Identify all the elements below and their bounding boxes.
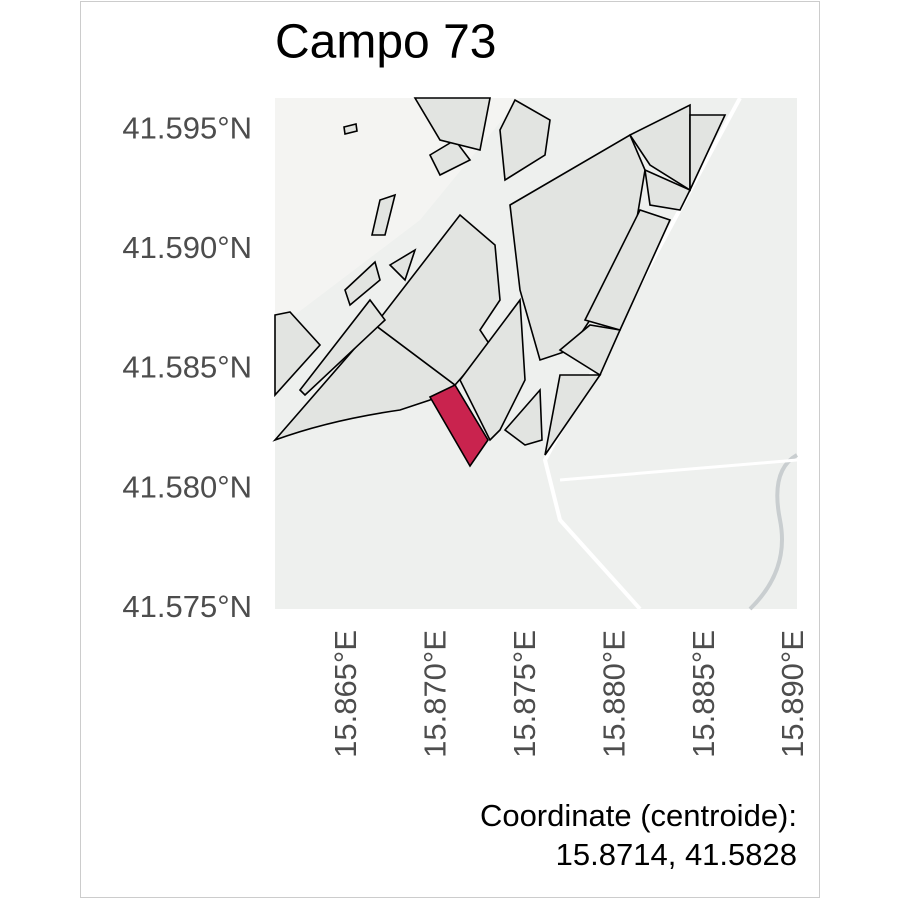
caption: 15.8714, 41.5828: [556, 837, 797, 872]
x-tick-label: 15.875°E: [507, 630, 542, 758]
parcel: [298, 298, 387, 397]
parcel: [388, 248, 417, 282]
parcel: [689, 114, 727, 191]
parcel: [343, 123, 358, 135]
title: Campo 73: [275, 16, 496, 69]
parcel: [544, 374, 602, 456]
x-tick-label: 15.870°E: [418, 630, 453, 758]
y-tick-label: 41.580°N: [122, 469, 252, 504]
parcel: [428, 138, 472, 177]
y-tick-label: 41.585°N: [122, 350, 252, 385]
parcel: [459, 297, 526, 442]
parcel: [644, 168, 692, 211]
parcel: [370, 193, 397, 236]
parcel: [413, 97, 491, 151]
axis-labels: 41.575°N 41.580°N 41.585°N 41.590°N 41.595°N…: [122, 110, 810, 758]
parcel: [274, 311, 322, 398]
road: [559, 458, 798, 482]
y-tick-label: 41.590°N: [122, 230, 252, 265]
x-tick-label: 15.890°E: [775, 630, 810, 758]
highlighted-parcel: [428, 383, 489, 468]
x-tick-label: 15.880°E: [596, 630, 631, 758]
parcels: [272, 97, 727, 468]
parcel: [272, 323, 457, 442]
parcel: [503, 387, 543, 446]
caption: Coordinate (centroide):: [480, 798, 797, 833]
river: [748, 453, 799, 611]
x-tick-label: 15.865°E: [328, 630, 363, 758]
parcel: [344, 260, 381, 307]
parcel: [583, 209, 672, 331]
y-tick-label: 41.575°N: [122, 589, 252, 624]
y-tick-label: 41.595°N: [122, 110, 252, 145]
x-tick-label: 15.885°E: [686, 630, 721, 758]
parcel: [499, 98, 551, 182]
